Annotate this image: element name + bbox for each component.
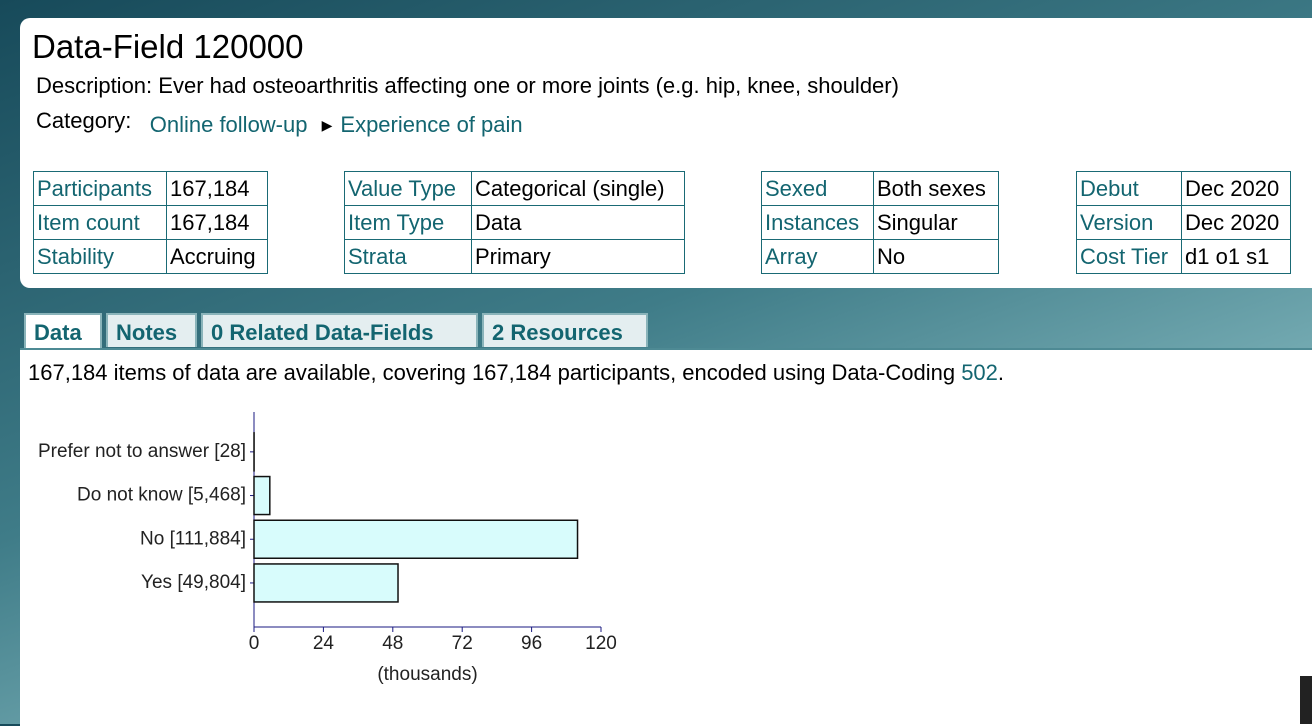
y-tick-label: No [111,884] (140, 528, 246, 549)
x-tick-label: 120 (585, 633, 617, 654)
bar (254, 564, 398, 602)
y-tick-label: Do not know [5,468] (77, 485, 246, 506)
bar (254, 520, 578, 558)
y-tick-label: Prefer not to answer [28] (38, 441, 246, 462)
x-tick-label: 24 (313, 633, 335, 654)
x-tick-label: 48 (382, 633, 403, 654)
scrollbar (1300, 676, 1312, 724)
y-tick-label: Yes [49,804] (141, 572, 246, 593)
x-tick-label: 72 (452, 633, 473, 654)
x-tick-label: 0 (249, 633, 260, 654)
x-axis-label: (thousands) (377, 664, 477, 685)
content-panel: 167,184 items of data are available, cov… (20, 348, 1312, 726)
x-tick-label: 96 (521, 633, 542, 654)
bar (254, 477, 270, 515)
